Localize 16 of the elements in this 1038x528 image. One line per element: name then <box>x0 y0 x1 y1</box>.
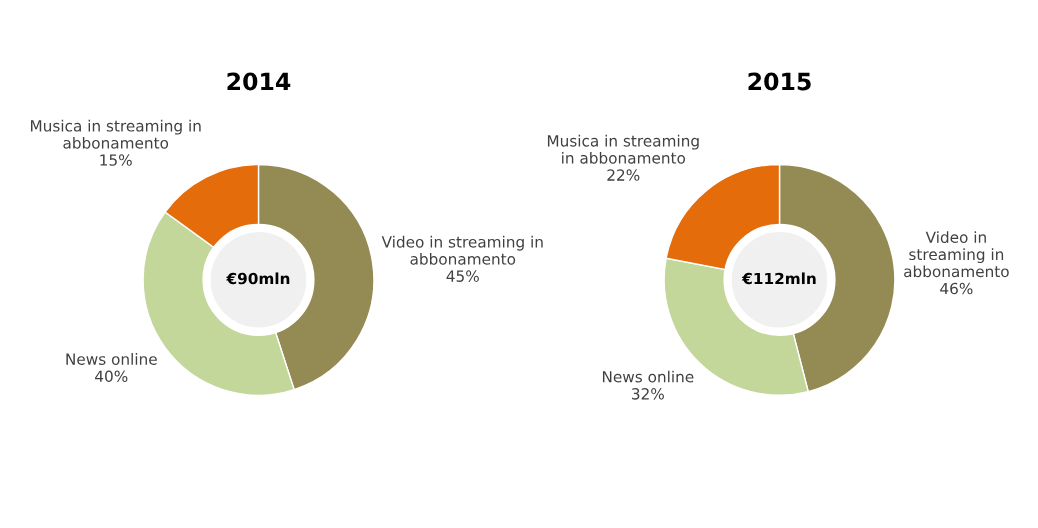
slice-label: Musica in streaming in abbonamento <box>547 134 699 164</box>
data-label: 46% <box>940 282 973 295</box>
slice-label: News online <box>66 353 157 365</box>
text: €112mln <box>741 272 816 285</box>
data-label: 32% <box>632 388 664 400</box>
data-label: 45% <box>446 270 479 282</box>
slice-label: News online <box>602 370 694 383</box>
data-label: 15% <box>100 154 132 166</box>
slice-label: Musica in streaming in abbonamento <box>31 119 201 149</box>
data-label: 40% <box>95 370 128 383</box>
data-label: 22% <box>607 169 640 181</box>
slice-label: Video in streaming in abbonamento <box>381 235 543 265</box>
slice-label: Video in streaming in abbonamento <box>904 231 1009 278</box>
text: €90mln <box>226 272 290 285</box>
chart-title: 2014 <box>227 72 291 91</box>
chart-title: 2015 <box>748 72 811 91</box>
